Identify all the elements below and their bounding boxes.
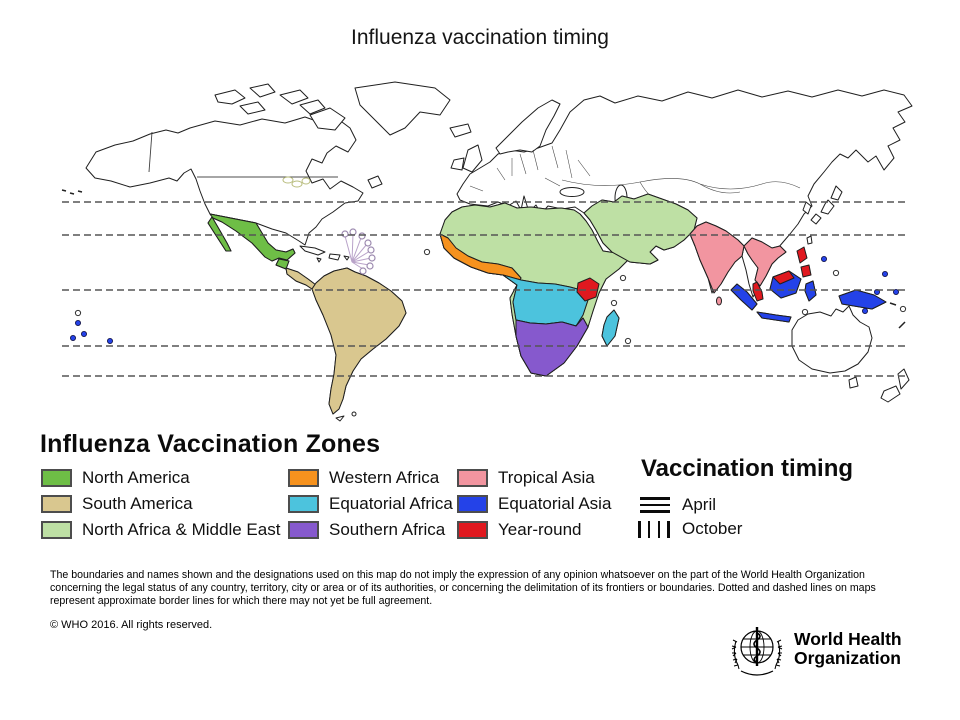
island-dots	[61, 189, 907, 345]
swatch-year-round	[457, 520, 488, 539]
map-landmasses	[85, 81, 913, 403]
who-logo-line1: World Health	[794, 629, 902, 649]
legend-label: North America	[82, 467, 190, 487]
page-title: Influenza vaccination timing	[351, 26, 609, 49]
legend-item-equatorial-asia: Equatorial Asia	[457, 494, 611, 513]
zones-legend-column-2: Western Africa Equatorial Africa Souther…	[288, 468, 453, 539]
legend-label: Tropical Asia	[498, 467, 595, 487]
world-map	[61, 81, 913, 422]
swatch-equatorial-africa	[288, 494, 319, 513]
timing-label-october: October	[682, 519, 743, 538]
map-region-scandinavia	[495, 99, 561, 155]
latitude-dashed-lines	[62, 201, 908, 377]
swatch-north-africa-middle-east	[41, 520, 72, 539]
legend-item-southern-africa: Southern Africa	[288, 520, 453, 539]
map-zone-north-borneo-malaysia	[772, 270, 795, 285]
map-region-north-america	[85, 116, 364, 246]
who-logo-wordmark: World Health Organization	[794, 630, 902, 668]
map-zone-malaysia	[752, 281, 764, 302]
legend-item-north-america: North America	[41, 468, 280, 487]
legend-label: Equatorial Asia	[498, 493, 612, 513]
legend-label: North Africa & Middle East	[82, 519, 281, 539]
legend-label: South America	[82, 493, 193, 513]
swatch-north-america	[41, 468, 72, 487]
timing-legend-heading: Vaccination timing	[641, 455, 854, 482]
legend-label: Western Africa	[329, 467, 440, 487]
zones-legend-heading: Influenza Vaccination Zones	[40, 430, 381, 458]
zones-legend-column-3: Tropical Asia Equatorial Asia Year-round	[457, 468, 611, 539]
legend-item-south-america: South America	[41, 494, 280, 513]
map-disclaimer: The boundaries and names shown and the d…	[50, 569, 876, 607]
who-logo-line2: Organization	[794, 648, 901, 668]
caribbean-callouts	[341, 228, 376, 275]
timing-item-october: October	[638, 519, 742, 539]
legend-label: Year-round	[498, 519, 582, 539]
swatch-tropical-asia	[457, 468, 488, 487]
who-logo: World Health Organization	[728, 620, 928, 678]
map-region-australia	[791, 305, 873, 374]
legend-item-equatorial-africa: Equatorial Africa	[288, 494, 453, 513]
swatch-south-america	[41, 494, 72, 513]
october-vertical-lines-icon	[638, 520, 670, 538]
legend-item-western-africa: Western Africa	[288, 468, 453, 487]
map-region-new-zealand	[897, 368, 910, 390]
legend-item-north-africa-middle-east: North Africa & Middle East	[41, 520, 280, 539]
legend-label: Southern Africa	[329, 519, 446, 539]
map-region-baffin	[309, 107, 346, 131]
who-logo-icon	[731, 627, 783, 676]
map-region-greenland	[354, 81, 451, 136]
great-lakes	[282, 176, 311, 188]
swatch-western-africa	[288, 468, 319, 487]
timing-item-april: April	[640, 495, 716, 515]
copyright-notice: © WHO 2016. All rights reserved.	[50, 619, 213, 631]
swatch-southern-africa	[288, 520, 319, 539]
swatch-equatorial-asia	[457, 494, 488, 513]
legend-item-tropical-asia: Tropical Asia	[457, 468, 611, 487]
map-zone-kenya	[576, 277, 600, 302]
map-zone-philippines	[796, 246, 808, 264]
april-horizontal-lines-icon	[640, 497, 670, 513]
legend-label: Equatorial Africa	[329, 493, 453, 513]
timing-label-april: April	[682, 495, 717, 514]
legend-item-year-round: Year-round	[457, 520, 611, 539]
zones-legend-column-1: North America South America North Africa…	[41, 468, 280, 539]
